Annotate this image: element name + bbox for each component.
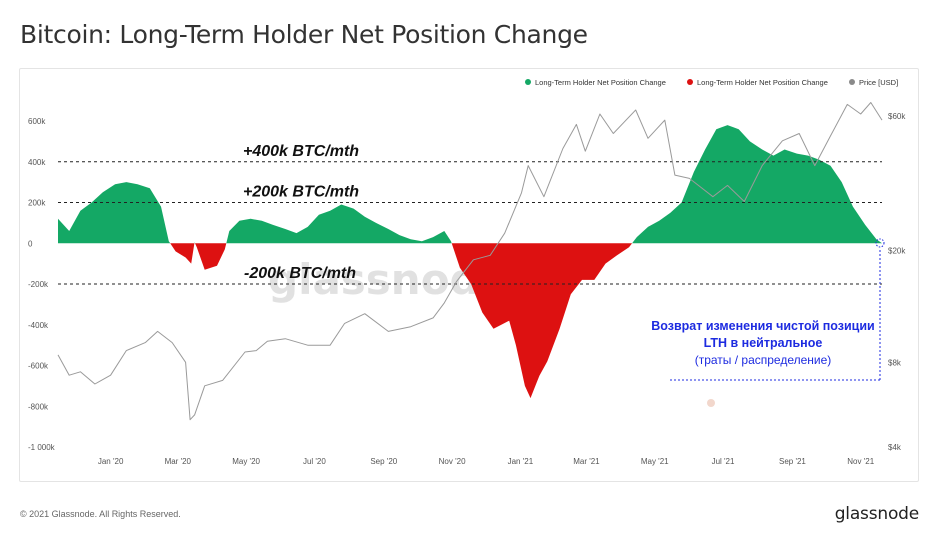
annotation: Возврат изменения чистой позиции LTH в не…: [651, 238, 885, 407]
legend-marker: [687, 79, 693, 85]
x-tick-label: Sep '21: [779, 457, 806, 466]
x-tick-label: Mar '20: [165, 457, 192, 466]
annotation-line-2: LTH в нейтральное: [704, 336, 823, 350]
y-left-tick-label: 400k: [28, 158, 46, 167]
x-tick-label: Nov '20: [439, 457, 466, 466]
y-right-tick-label: $4k: [888, 443, 902, 452]
reference-lines: +400k BTC/mth +200k BTC/mth -200k BTC/mth: [58, 143, 882, 285]
legend-label: Long-Term Holder Net Position Change: [697, 78, 828, 87]
y-right-axis: $60k $20k $8k $4k: [888, 112, 906, 452]
y-left-tick-label: 600k: [28, 117, 46, 126]
copyright-text: © 2021 Glassnode. All Rights Reserved.: [20, 509, 181, 519]
reference-line-label: +400k BTC/mth: [243, 143, 359, 160]
y-right-tick-label: $20k: [888, 246, 906, 255]
x-tick-label: Nov '21: [847, 457, 874, 466]
y-left-tick-label: -400k: [28, 321, 49, 330]
legend-label: Long-Term Holder Net Position Change: [535, 78, 666, 87]
y-left-tick-label: 0: [28, 239, 33, 248]
legend-marker: [849, 79, 855, 85]
positive-area: [58, 125, 882, 244]
y-left-tick-label: -600k: [28, 362, 49, 371]
y-left-tick-label: -1 000k: [28, 443, 56, 452]
x-tick-label: May '21: [641, 457, 669, 466]
price-line: [57, 102, 883, 421]
y-right-tick-label: $60k: [888, 112, 906, 121]
annotation-line-1: Возврат изменения чистой позиции: [651, 319, 874, 333]
legend: Long-Term Holder Net Position Change Long…: [525, 78, 898, 87]
x-tick-label: May '20: [232, 457, 260, 466]
brand-logo-text: glassnode: [834, 504, 919, 524]
reference-line-label: +200k BTC/mth: [243, 184, 359, 201]
x-tick-label: Jan '20: [98, 457, 124, 466]
legend-marker: [525, 79, 531, 85]
page-title: Bitcoin: Long-Term Holder Net Position C…: [20, 20, 588, 49]
y-right-tick-label: $8k: [888, 358, 902, 367]
x-tick-label: Jul '21: [712, 457, 735, 466]
y-left-tick-label: -800k: [28, 402, 49, 411]
x-axis: Jan '20 Mar '20 May '20 Jul '20 Sep '20 Nov '…: [98, 457, 875, 466]
x-tick-label: Mar '21: [573, 457, 600, 466]
negative-area: [58, 243, 882, 399]
reference-line-label: -200k BTC/mth: [244, 265, 356, 282]
price-line-layer: [57, 102, 883, 421]
x-tick-label: Sep '20: [370, 457, 397, 466]
y-left-axis: 600k 400k 200k 0 -200k -400k -600k -800k -1 000k: [28, 117, 56, 452]
x-tick-label: Jan '21: [508, 457, 534, 466]
annotation-target-marker: [875, 238, 885, 248]
y-left-tick-label: -200k: [28, 280, 49, 289]
net-position-areas: [58, 125, 882, 399]
y-left-tick-label: 200k: [28, 199, 46, 208]
legend-label: Price [USD]: [859, 78, 898, 87]
annotation-line-3: (траты / распределение): [695, 353, 832, 367]
annotation-dot: [707, 399, 715, 407]
x-tick-label: Jul '20: [303, 457, 326, 466]
